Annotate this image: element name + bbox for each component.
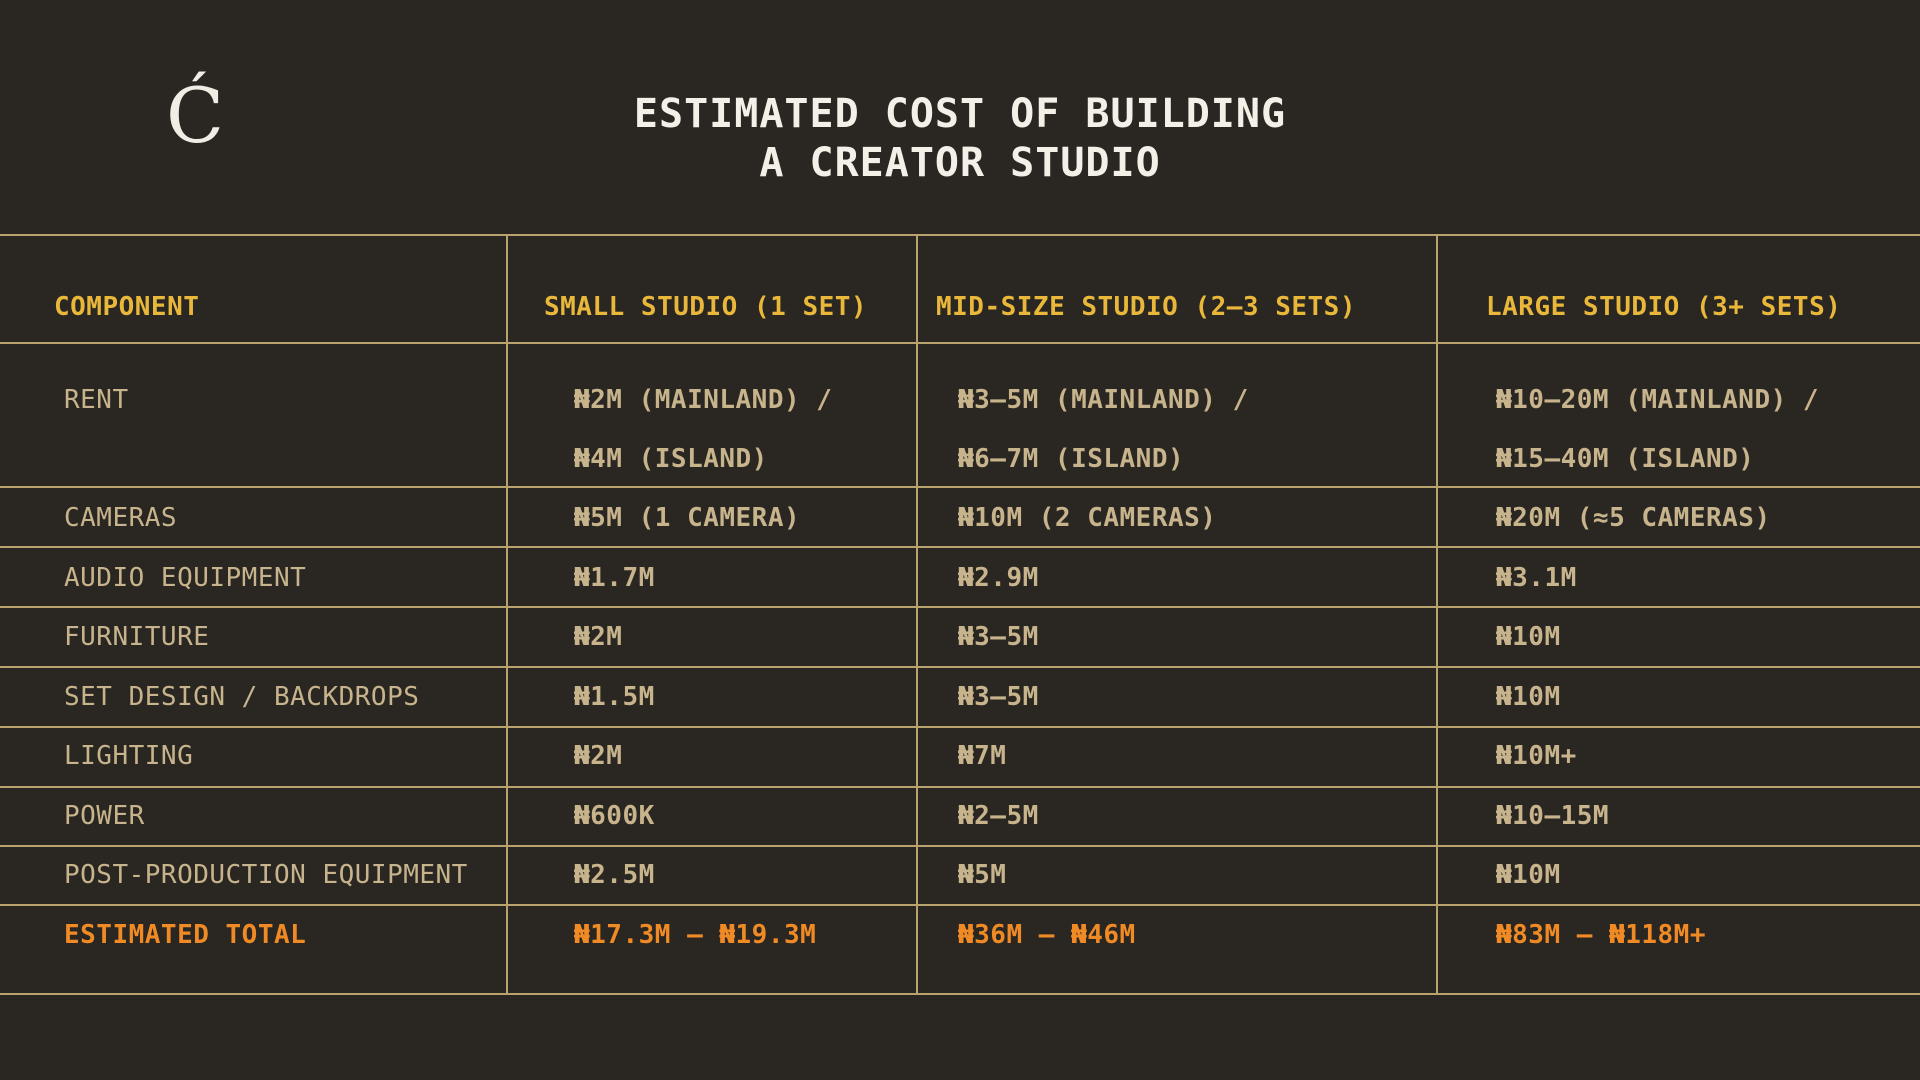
cell-small-audio: ₦1.7M: [574, 563, 655, 593]
cell-large-audio: ₦3.1M: [1496, 563, 1577, 593]
cell-small-furniture: ₦2M: [574, 622, 623, 652]
header-large-studio: LARGE STUDIO (3+ SETS): [1486, 292, 1842, 322]
cell-small-post-production: ₦2.5M: [574, 860, 655, 890]
cell-large-set-design: ₦10M: [1496, 682, 1561, 712]
header-mid-studio: MID-SIZE STUDIO (2–3 SETS): [936, 292, 1356, 322]
row-label-furniture: FURNITURE: [64, 622, 210, 652]
rule-row: [0, 486, 1920, 488]
cell-large-cameras: ₦20M (≈5 CAMERAS): [1496, 503, 1771, 533]
title-line-1: ESTIMATED COST OF BUILDING: [633, 91, 1287, 137]
row-label-rent: RENT: [64, 385, 129, 415]
rule-row: [0, 546, 1920, 548]
cell-large-rent-1: ₦10–20M (MAINLAND) /: [1496, 385, 1820, 415]
logo-mark: Ć: [166, 71, 225, 160]
rule-header: [0, 342, 1920, 344]
cell-mid-power: ₦2–5M: [958, 801, 1039, 831]
cell-mid-audio: ₦2.9M: [958, 563, 1039, 593]
cell-small-lighting: ₦2M: [574, 741, 623, 771]
cell-large-lighting: ₦10M+: [1496, 741, 1577, 771]
row-label-audio: AUDIO EQUIPMENT: [64, 563, 307, 593]
cell-mid-total: ₦36M – ₦46M: [958, 920, 1136, 950]
cell-large-total: ₦83M – ₦118M+: [1496, 920, 1706, 950]
cell-mid-cameras: ₦10M (2 CAMERAS): [958, 503, 1217, 533]
row-label-lighting: LIGHTING: [64, 741, 194, 771]
cell-large-rent-2: ₦15–40M (ISLAND): [1496, 444, 1755, 474]
cell-mid-rent-1: ₦3–5M (MAINLAND) /: [958, 385, 1249, 415]
cell-large-post-production: ₦10M: [1496, 860, 1561, 890]
rule-row: [0, 726, 1920, 728]
cell-small-set-design: ₦1.5M: [574, 682, 655, 712]
cell-small-power: ₦600K: [574, 801, 655, 831]
row-label-total: ESTIMATED TOTAL: [64, 920, 307, 950]
page-title: ESTIMATED COST OF BUILDING A CREATOR STU…: [560, 90, 1360, 188]
cell-mid-furniture: ₦3–5M: [958, 622, 1039, 652]
cell-small-rent-2: ₦4M (ISLAND): [574, 444, 768, 474]
column-divider: [1436, 235, 1438, 995]
row-label-post-production: POST-PRODUCTION EQUIPMENT: [64, 860, 468, 890]
rule-row: [0, 845, 1920, 847]
header-small-studio: SMALL STUDIO (1 SET): [544, 292, 868, 322]
rule-row: [0, 606, 1920, 608]
rule-bottom: [0, 993, 1920, 995]
cell-small-rent-1: ₦2M (MAINLAND) /: [574, 385, 833, 415]
column-divider: [916, 235, 918, 995]
rule-row: [0, 666, 1920, 668]
cell-small-cameras: ₦5M (1 CAMERA): [574, 503, 801, 533]
row-label-power: POWER: [64, 801, 145, 831]
rule-row: [0, 904, 1920, 906]
cell-mid-rent-2: ₦6–7M (ISLAND): [958, 444, 1185, 474]
header-component: COMPONENT: [54, 292, 200, 322]
column-divider: [506, 235, 508, 995]
cell-small-total: ₦17.3M – ₦19.3M: [574, 920, 817, 950]
cell-large-power: ₦10–15M: [1496, 801, 1610, 831]
rule-top: [0, 234, 1920, 236]
rule-row: [0, 786, 1920, 788]
cell-mid-post-production: ₦5M: [958, 860, 1007, 890]
cell-mid-set-design: ₦3–5M: [958, 682, 1039, 712]
title-line-2: A CREATOR STUDIO: [759, 140, 1161, 186]
row-label-set-design: SET DESIGN / BACKDROPS: [64, 682, 420, 712]
cell-large-furniture: ₦10M: [1496, 622, 1561, 652]
cell-mid-lighting: ₦7M: [958, 741, 1007, 771]
row-label-cameras: CAMERAS: [64, 503, 178, 533]
